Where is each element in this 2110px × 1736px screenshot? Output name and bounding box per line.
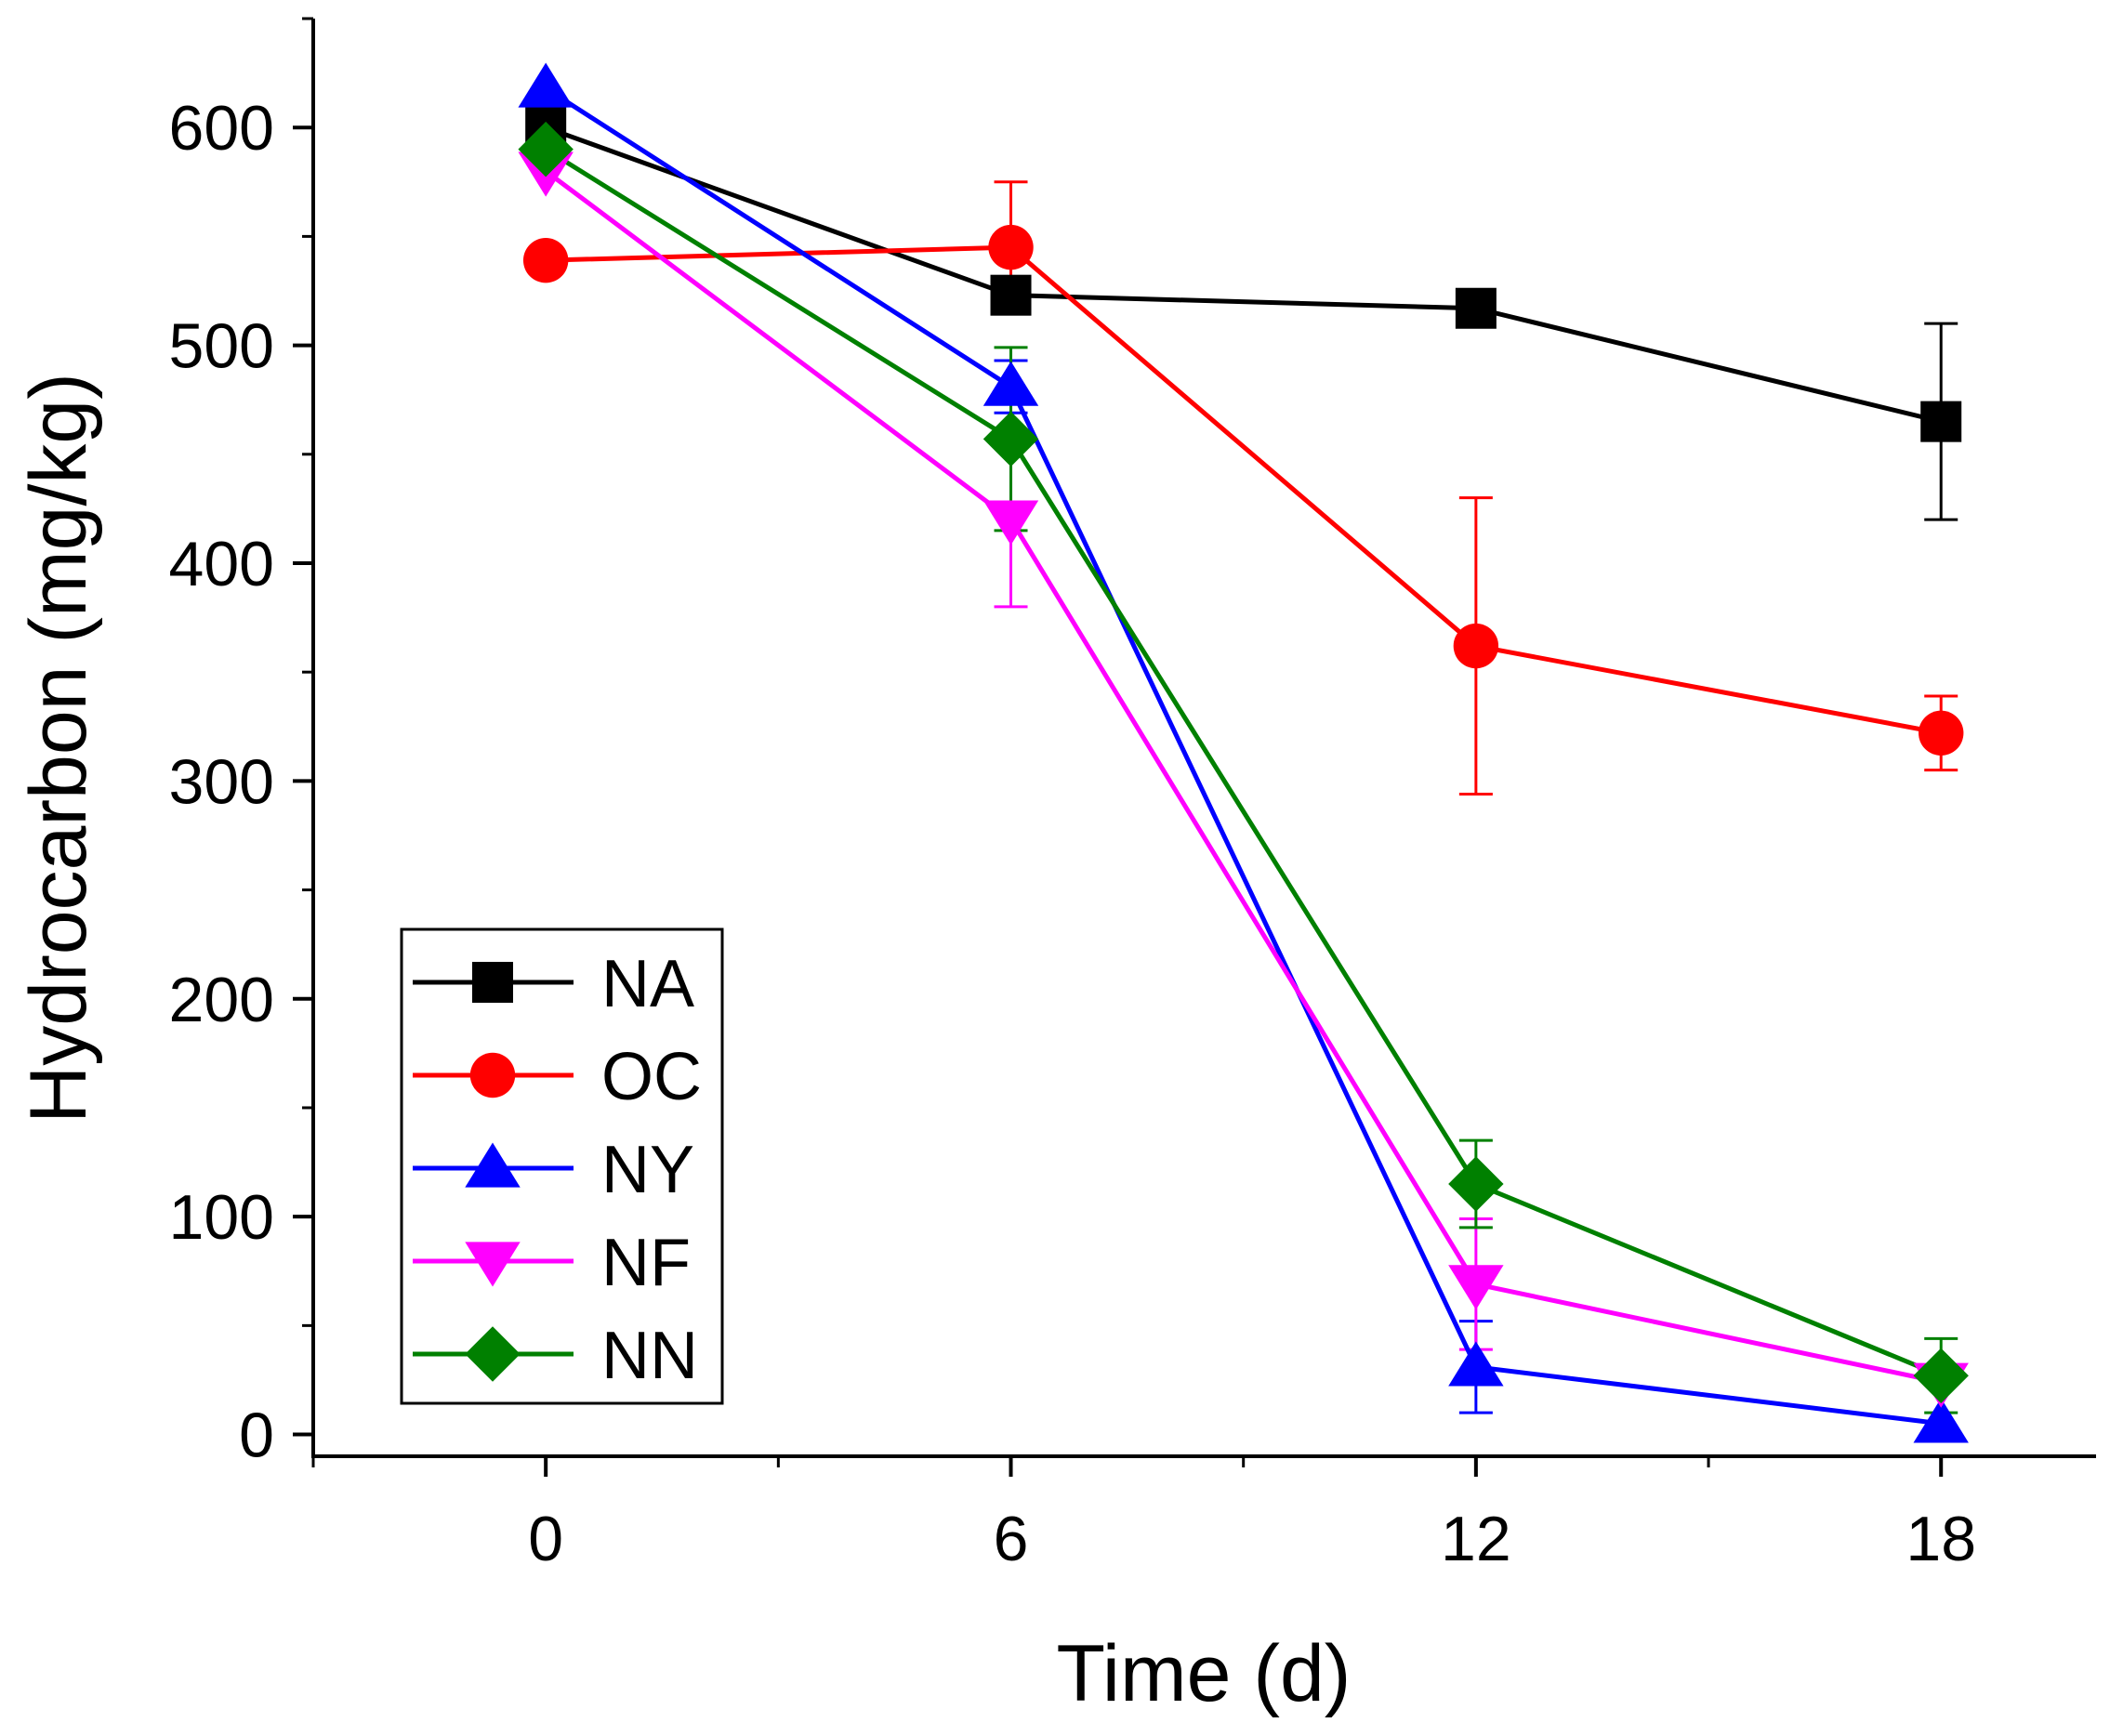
y-axis-title: Hydrocarbon (mg/kg)	[14, 373, 103, 1124]
data-point-ny-2	[1448, 1341, 1504, 1387]
y-tick-label: 600	[169, 93, 274, 164]
x-tick-label: 6	[994, 1504, 1029, 1574]
series-line-ny	[544, 85, 1942, 1427]
data-point-oc-0	[522, 237, 569, 283]
x-tick-label: 12	[1441, 1504, 1511, 1574]
legend-marker-nn	[465, 1326, 521, 1382]
y-tick-label: 100	[169, 1182, 274, 1253]
y-tick-label: 0	[239, 1401, 274, 1471]
legend-label-nn: NN	[601, 1319, 698, 1393]
legend-item-na: NA	[413, 947, 694, 1021]
series-line-oc	[546, 244, 1942, 736]
data-point-oc-3	[1919, 710, 1964, 756]
data-point-nn-2	[1448, 1156, 1504, 1212]
data-point-na-1	[990, 274, 1032, 316]
data-point-ny-0	[518, 62, 574, 108]
data-point-oc-2	[1453, 623, 1499, 669]
y-tick-label: 200	[169, 965, 274, 1035]
data-point-na-2	[1455, 287, 1497, 329]
legend-label-oc: OC	[601, 1040, 702, 1114]
legend: NA OC NY NF NN	[400, 927, 724, 1405]
series-markers	[518, 62, 1969, 1443]
axes: 0 100 200 300 400 500 600 0 6 12 18	[169, 17, 2096, 1574]
data-point-nf-1	[982, 500, 1039, 546]
legend-item-oc: OC	[413, 1040, 702, 1114]
legend-marker-oc	[469, 1052, 516, 1098]
legend-item-ny: NY	[413, 1133, 694, 1207]
legend-marker-na	[472, 962, 513, 1003]
legend-item-nn: NN	[413, 1319, 698, 1393]
y-tick-label: 500	[169, 311, 274, 382]
legend-label-ny: NY	[601, 1133, 694, 1207]
legend-item-nf: NF	[413, 1226, 691, 1300]
legend-marker-nf	[465, 1242, 521, 1287]
data-point-ny-1	[982, 361, 1039, 406]
error-bars	[994, 180, 1958, 1414]
data-point-nn-1	[982, 411, 1039, 467]
series-line-na	[545, 125, 1942, 425]
x-tick-label: 18	[1906, 1504, 1976, 1574]
legend-label-nf: NF	[601, 1226, 691, 1300]
data-point-nf-2	[1448, 1265, 1504, 1310]
legend-marker-ny	[465, 1142, 521, 1188]
legend-label-na: NA	[601, 947, 694, 1021]
series-line-nn	[544, 147, 1943, 1378]
data-point-nn-3	[1913, 1348, 1969, 1403]
y-tick-label: 400	[169, 529, 274, 599]
y-tick-label: 300	[169, 746, 274, 817]
data-point-ny-3	[1913, 1398, 1969, 1443]
data-point-nn-0	[518, 121, 574, 178]
data-point-na-3	[1920, 401, 1962, 442]
series-lines	[544, 85, 1943, 1427]
data-point-oc-1	[988, 224, 1034, 270]
series-line-nf	[544, 169, 1942, 1385]
x-tick-label: 0	[528, 1504, 563, 1574]
x-axis-title: Time (d)	[1057, 1629, 1352, 1718]
